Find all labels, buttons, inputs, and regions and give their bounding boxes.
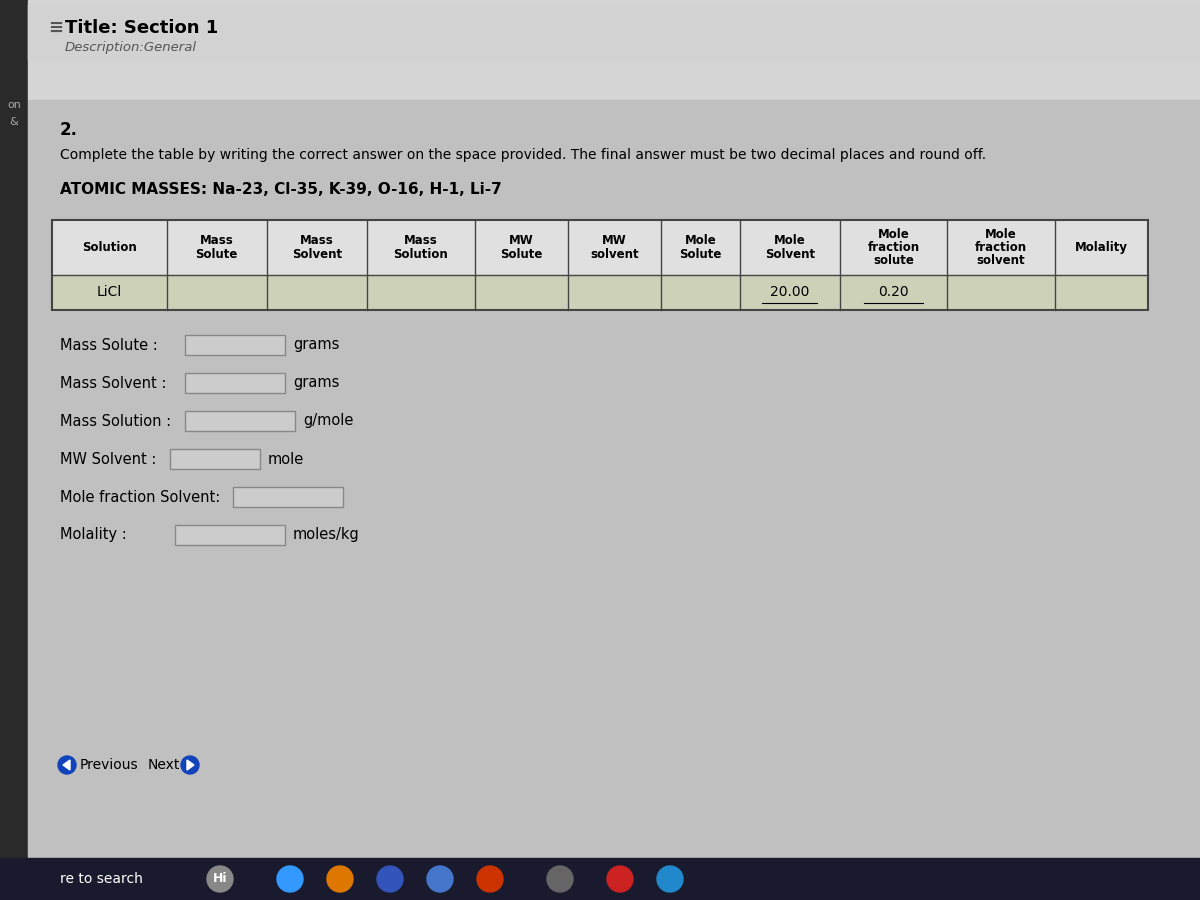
Bar xyxy=(233,487,343,507)
Text: MW: MW xyxy=(509,235,534,248)
Text: Solute: Solute xyxy=(679,248,721,260)
Text: Mass: Mass xyxy=(404,235,438,248)
Text: solvent: solvent xyxy=(977,254,1026,267)
Circle shape xyxy=(58,756,76,774)
Text: &: & xyxy=(10,117,18,127)
Circle shape xyxy=(478,866,503,892)
Circle shape xyxy=(208,866,233,892)
Text: Complete the table by writing the correct answer on the space provided. The fina: Complete the table by writing the correc… xyxy=(60,148,986,162)
Text: g/mole: g/mole xyxy=(302,413,353,428)
Text: fraction: fraction xyxy=(868,241,919,254)
Text: grams: grams xyxy=(293,375,340,391)
Text: Solution: Solution xyxy=(394,248,449,260)
Text: Solvent: Solvent xyxy=(292,248,342,260)
Circle shape xyxy=(181,756,199,774)
Circle shape xyxy=(377,866,403,892)
Text: Mass Solution :: Mass Solution : xyxy=(60,413,172,428)
Text: solvent: solvent xyxy=(590,248,638,260)
Text: Mass: Mass xyxy=(300,235,334,248)
Text: LiCl: LiCl xyxy=(97,285,122,300)
Text: Mole fraction Solvent:: Mole fraction Solvent: xyxy=(60,490,221,505)
Text: Description:General: Description:General xyxy=(65,41,197,55)
Bar xyxy=(52,220,1148,275)
Bar xyxy=(170,449,260,469)
Text: Mole: Mole xyxy=(878,228,910,241)
Circle shape xyxy=(547,866,574,892)
Text: moles/kg: moles/kg xyxy=(293,527,360,543)
Text: Next: Next xyxy=(148,758,180,772)
Circle shape xyxy=(427,866,454,892)
Text: mole: mole xyxy=(268,452,305,466)
Text: Solute: Solute xyxy=(500,248,542,260)
Text: 0.20: 0.20 xyxy=(878,285,910,300)
Text: Mass: Mass xyxy=(200,235,234,248)
Circle shape xyxy=(658,866,683,892)
Polygon shape xyxy=(64,760,70,770)
Bar xyxy=(28,100,1200,860)
Text: Mass Solute :: Mass Solute : xyxy=(60,338,157,353)
Text: re to search: re to search xyxy=(60,872,143,886)
Text: fraction: fraction xyxy=(976,241,1027,254)
Text: Molality :: Molality : xyxy=(60,527,127,543)
Text: ≡: ≡ xyxy=(48,19,64,37)
Text: Solvent: Solvent xyxy=(764,248,815,260)
Text: on: on xyxy=(7,100,20,110)
Bar xyxy=(52,220,1148,310)
Circle shape xyxy=(607,866,634,892)
Text: 2.: 2. xyxy=(60,121,78,139)
Bar xyxy=(28,5,1200,60)
Text: MW: MW xyxy=(602,235,626,248)
Bar xyxy=(0,858,1200,900)
Text: MW Solvent :: MW Solvent : xyxy=(60,452,156,466)
Polygon shape xyxy=(187,760,194,770)
Text: grams: grams xyxy=(293,338,340,353)
Circle shape xyxy=(277,866,302,892)
Text: Title: Section 1: Title: Section 1 xyxy=(65,19,218,37)
Bar xyxy=(28,0,1200,100)
Bar xyxy=(0,0,28,900)
Text: ATOMIC MASSES: Na-23, Cl-35, K-39, O-16, H-1, Li-7: ATOMIC MASSES: Na-23, Cl-35, K-39, O-16,… xyxy=(60,183,502,197)
Text: Solute: Solute xyxy=(196,248,238,260)
Bar xyxy=(175,525,286,545)
Text: Hi: Hi xyxy=(212,872,227,886)
Bar xyxy=(185,411,295,431)
Text: Previous: Previous xyxy=(80,758,139,772)
Text: Mole: Mole xyxy=(774,235,805,248)
Bar xyxy=(52,275,1148,310)
Text: Mole: Mole xyxy=(684,235,716,248)
Text: Molality: Molality xyxy=(1075,241,1128,254)
Text: 20.00: 20.00 xyxy=(770,285,810,300)
Text: solute: solute xyxy=(874,254,914,267)
Text: Mole: Mole xyxy=(985,228,1018,241)
Circle shape xyxy=(326,866,353,892)
Bar xyxy=(185,335,286,355)
Bar xyxy=(185,373,286,393)
Text: Mass Solvent :: Mass Solvent : xyxy=(60,375,167,391)
Text: Solution: Solution xyxy=(82,241,137,254)
